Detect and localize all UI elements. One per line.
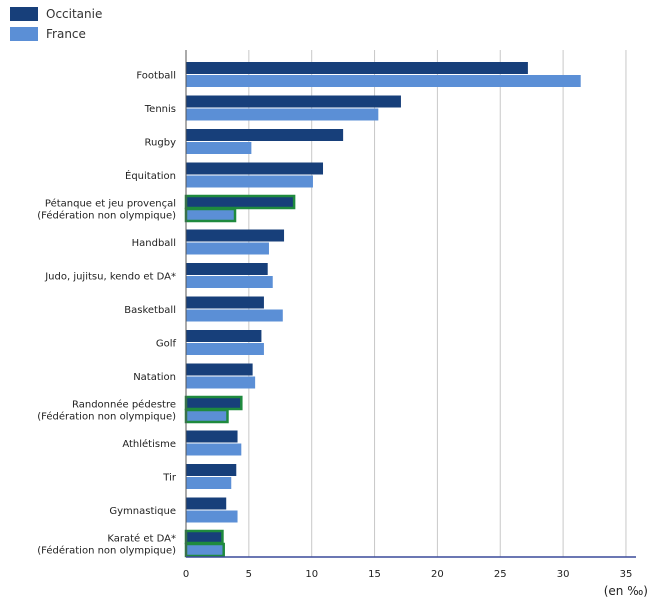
legend-swatch-occitanie: [10, 7, 38, 21]
category-label: (Fédération non olympique): [37, 210, 176, 222]
category-label: Athlétisme: [122, 438, 176, 450]
x-tick-label: 30: [557, 569, 570, 580]
bar-france: [186, 108, 379, 121]
bar-france: [186, 242, 269, 255]
category-label: Karaté et DA*: [107, 533, 176, 545]
x-tick-label: 15: [368, 569, 381, 580]
bar-occitanie: [186, 162, 324, 175]
x-tick-label: 35: [620, 569, 633, 580]
bar-occitanie: [186, 330, 262, 342]
bars: [184, 62, 581, 558]
bar-france: [186, 510, 238, 523]
bar-france: [186, 477, 232, 489]
bar-occitanie: [186, 430, 238, 443]
category-label: Handball: [132, 238, 176, 249]
bar-occitanie: [184, 529, 224, 545]
category-label: Rugby: [145, 138, 177, 149]
bar-france: [186, 309, 283, 322]
axes: 0 5 10 15 20 25 30 35: [183, 50, 636, 580]
bar-france: [186, 343, 264, 355]
bar-france: [184, 542, 225, 558]
category-label: Pétanque et jeu provençal: [45, 198, 176, 210]
bar-occitanie: [186, 95, 401, 108]
legend-label-france: France: [46, 27, 86, 41]
category-label: (Fédération non olympique): [37, 411, 176, 423]
bar-france: [184, 207, 237, 223]
bar-france: [184, 408, 229, 424]
bar-occitanie: [186, 464, 237, 476]
category-label: Tir: [162, 473, 177, 484]
x-tick-label: 25: [494, 569, 507, 580]
category-label: Golf: [156, 339, 177, 350]
unit-label: (en ‰): [603, 584, 648, 598]
bar-occitanie: [186, 296, 264, 309]
category-label: Judo, jujitsu, kendo et DA*: [44, 272, 176, 283]
bar-occitanie: [186, 62, 528, 74]
bar-occitanie: [186, 263, 268, 275]
bar-occitanie: [186, 229, 285, 242]
legend-item-france: France: [10, 27, 86, 41]
legend-item-occitanie: Occitanie: [10, 7, 102, 21]
bar-occitanie: [186, 129, 344, 141]
bar-france: [186, 142, 252, 154]
bar-france: [186, 276, 273, 288]
bar-occitanie: [186, 363, 253, 376]
bar-france: [186, 75, 581, 87]
category-label: Basketball: [124, 305, 176, 316]
bar-france: [186, 443, 242, 456]
x-tick-label: 0: [183, 569, 189, 580]
grid-lines: [248, 50, 627, 557]
legend-swatch-france: [10, 27, 38, 41]
category-label: Tennis: [144, 104, 176, 115]
x-tick-label: 5: [246, 569, 252, 580]
category-label: Équitation: [125, 169, 176, 182]
category-label: Football: [136, 71, 176, 82]
category-label: Natation: [133, 372, 176, 383]
bar-occitanie: [184, 395, 243, 411]
x-tick-label: 20: [431, 569, 444, 580]
bar-france: [186, 175, 313, 188]
bar-france: [186, 376, 256, 389]
category-label: Gymnastique: [109, 506, 176, 517]
legend-label-occitanie: Occitanie: [46, 7, 103, 21]
category-label: (Fédération non olympique): [37, 545, 176, 557]
bar-occitanie: [186, 497, 227, 510]
category-labels: Football Tennis Rugby Équitation Pétanque et…: [37, 71, 177, 557]
bar-occitanie: [184, 194, 296, 210]
category-label: Randonnée pédestre: [72, 399, 176, 411]
x-tick-label: 10: [305, 569, 318, 580]
